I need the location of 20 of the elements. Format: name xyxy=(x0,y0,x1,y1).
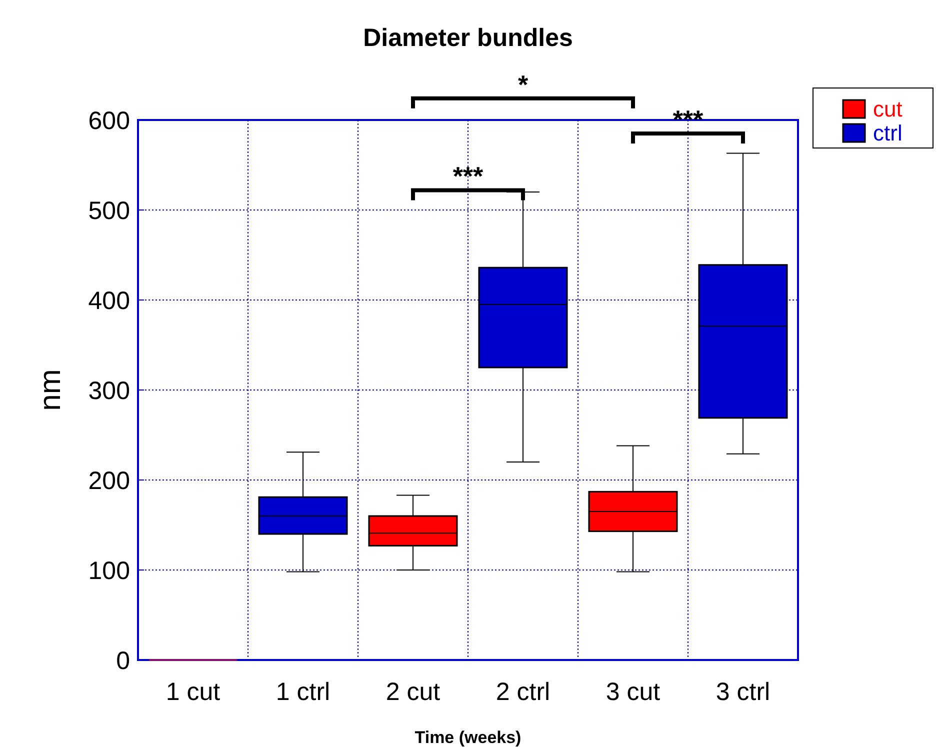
y-tick-label: 400 xyxy=(88,286,130,315)
x-axis-title: Time (weeks) xyxy=(414,728,522,747)
legend-label: cut xyxy=(873,96,902,122)
text: * xyxy=(518,69,529,100)
y-tick-label: 600 xyxy=(88,106,130,135)
y-tick-label: 0 xyxy=(116,646,130,675)
y-axis-title: nm xyxy=(34,369,67,411)
y-tick-label: 200 xyxy=(88,466,130,495)
x-tick-label: 1 ctrl xyxy=(276,678,330,706)
x-tick-label: 1 cut xyxy=(166,678,220,706)
x-tick-label: 2 ctrl xyxy=(496,678,550,706)
x-tick-label: 3 ctrl xyxy=(716,678,770,706)
annotation: *** xyxy=(452,161,484,192)
y-tick-label: 300 xyxy=(88,376,130,405)
legend-label: ctrl xyxy=(873,120,902,146)
y-tick-label: 100 xyxy=(88,556,130,585)
x-tick-label: 2 cut xyxy=(386,678,440,706)
y-tick-label: 500 xyxy=(88,196,130,225)
x-tick-label: 3 cut xyxy=(606,678,660,706)
chart-title: Diameter bundles xyxy=(363,24,573,52)
